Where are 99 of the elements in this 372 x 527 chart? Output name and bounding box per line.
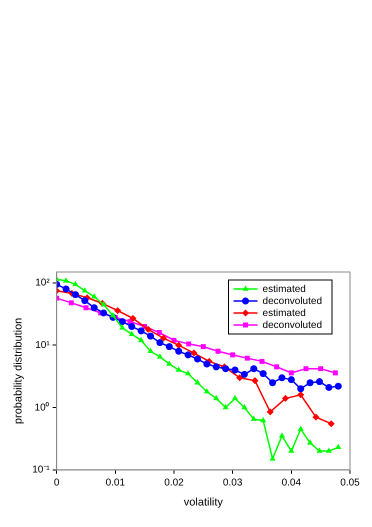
point [119, 324, 126, 330]
x-tick-label: 0.04 [282, 478, 302, 489]
point [194, 379, 200, 384]
y-tick-label: 10² [35, 278, 50, 289]
x-tick-label: 0 [54, 478, 60, 489]
point [156, 330, 162, 336]
point [138, 327, 145, 334]
point [260, 370, 267, 378]
point [204, 388, 210, 394]
point [81, 297, 88, 304]
point [184, 351, 192, 358]
point [288, 376, 295, 384]
point [278, 374, 286, 382]
y-tick-label: 10⁻¹ [32, 464, 50, 476]
point [128, 322, 136, 330]
legend-label: estimated [262, 284, 306, 295]
x-axis-title: volatility [184, 496, 224, 508]
point [325, 384, 332, 391]
point [176, 366, 182, 372]
x-tick-label: 0.01 [106, 478, 126, 489]
point [297, 391, 304, 398]
point [100, 309, 108, 316]
point [200, 344, 206, 350]
point [244, 356, 250, 361]
point [260, 416, 266, 422]
x-tick-label: 0.05 [340, 478, 360, 489]
point [212, 363, 220, 370]
point [90, 304, 98, 312]
point [128, 330, 135, 336]
point [288, 448, 294, 453]
legend-label: estimated [262, 308, 306, 319]
point [186, 341, 192, 346]
point [82, 287, 88, 292]
point [312, 414, 320, 421]
point [260, 358, 264, 364]
point [328, 420, 335, 428]
point [213, 394, 220, 400]
point [297, 385, 304, 392]
point [147, 332, 154, 340]
x-tick-label: 0.02 [164, 478, 184, 489]
point [147, 348, 154, 354]
point [118, 318, 126, 326]
x-tick-label: 0.03 [222, 478, 243, 489]
point [156, 353, 163, 359]
point [288, 370, 294, 376]
point [274, 364, 280, 370]
point [326, 448, 332, 453]
point [160, 334, 167, 342]
point [185, 370, 192, 376]
point [166, 343, 173, 350]
point [316, 378, 323, 386]
point [269, 379, 276, 386]
point [144, 326, 152, 333]
point [72, 291, 79, 298]
point [304, 366, 308, 372]
y-tick-label: 10¹ [35, 340, 50, 351]
legend-label: deconvoluted [262, 296, 322, 307]
y-axis-title: probability distribution [12, 318, 25, 424]
point [129, 314, 136, 322]
point [241, 404, 248, 410]
legend-label: deconvoluted [262, 320, 322, 331]
point [278, 432, 285, 438]
point [250, 365, 258, 372]
point [298, 426, 304, 431]
point [84, 305, 88, 310]
point [166, 360, 172, 366]
point [334, 382, 342, 390]
point [232, 394, 238, 400]
point [156, 339, 164, 346]
point [68, 300, 74, 306]
point [63, 277, 70, 283]
point [110, 312, 116, 318]
point [251, 377, 258, 384]
point [316, 448, 323, 453]
point [114, 307, 122, 314]
point [91, 293, 98, 299]
point [250, 416, 257, 421]
point [270, 455, 276, 461]
point [232, 366, 239, 374]
point [266, 408, 274, 416]
point [203, 360, 210, 368]
point [230, 352, 236, 358]
y-tick-label: 10⁰ [34, 401, 50, 414]
point [332, 370, 338, 376]
point [138, 336, 144, 342]
point [307, 439, 314, 445]
point [62, 286, 70, 292]
point [194, 356, 201, 363]
point [318, 366, 324, 372]
point [216, 348, 220, 354]
point [282, 394, 289, 402]
point [175, 348, 182, 355]
point [306, 379, 314, 386]
point [190, 350, 198, 357]
point [240, 370, 248, 378]
point [236, 374, 244, 382]
point [175, 342, 182, 349]
point [222, 404, 229, 410]
point [72, 280, 78, 286]
